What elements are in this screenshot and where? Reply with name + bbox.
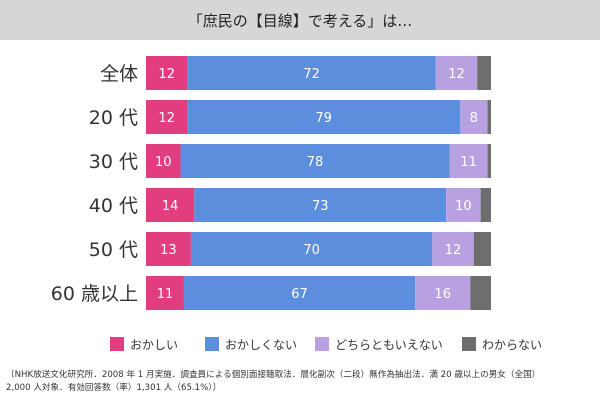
- bar-value-label: 16: [434, 287, 451, 302]
- bar-segment: [487, 144, 491, 178]
- legend-swatch: [462, 337, 476, 351]
- legend-swatch: [110, 337, 124, 351]
- chart-title: 「庶民の【目線】で考える」は…: [187, 11, 413, 30]
- footnote: 〔NHK放送文化研究所．2008 年 1 月実施．調査員による個別面接聴取法．層…: [6, 369, 596, 395]
- bar-segment: [415, 276, 471, 310]
- legend-label: どちらともいえない: [335, 338, 443, 352]
- bar-segment: [477, 56, 491, 90]
- legend-label: わからない: [482, 338, 542, 352]
- bar-value-label: 14: [162, 199, 179, 214]
- legend-label: おかしくない: [225, 338, 297, 352]
- bar-segment: [183, 276, 416, 310]
- bar-segment: [180, 144, 450, 178]
- stacked-bar-chart: 全体 20 代 30 代 40 代 50 代 60 歳以上 12 72 12 12 79 8 10 78…: [51, 56, 542, 352]
- bar-value-label: 10: [455, 199, 472, 214]
- bar-segment: [194, 188, 447, 222]
- bar-segment: [432, 232, 474, 266]
- category-label: 50 代: [89, 239, 138, 261]
- bar-segment: [435, 56, 478, 90]
- legend-swatch: [205, 337, 219, 351]
- footnote-line-1: 〔NHK放送文化研究所．2008 年 1 月実施．調査員による個別面接聴取法．層…: [6, 370, 541, 380]
- bar-value-label: 10: [155, 155, 172, 170]
- bar-value-label: 12: [448, 67, 465, 82]
- bar-segment: [190, 232, 433, 266]
- category-label: 20 代: [89, 107, 138, 129]
- bar-value-label: 72: [303, 67, 320, 82]
- bar-segment: [449, 144, 488, 178]
- footnote-line-2: 2,000 人対象．有効回答数（率）1,301 人（65.1%）〕: [6, 383, 222, 393]
- category-label: 40 代: [89, 195, 138, 217]
- bar-value-labels: 12 72 12 12 79 8 10 78 11 14 73 10 13 70 12 11 67 16: [155, 67, 478, 302]
- category-labels: 全体 20 代 30 代 40 代 50 代 60 歳以上: [51, 63, 138, 305]
- bar-value-label: 11: [460, 155, 477, 170]
- bar-segment: [446, 188, 481, 222]
- bar-value-label: 70: [303, 243, 320, 258]
- bar-segment: [470, 276, 491, 310]
- category-label: 60 歳以上: [51, 283, 138, 305]
- bar-value-label: 12: [158, 67, 175, 82]
- bar-segment: [146, 144, 181, 178]
- title-band: 「庶民の【目線】で考える」は…: [0, 0, 600, 40]
- bar-value-label: 12: [158, 111, 175, 126]
- bar-value-label: 67: [291, 287, 308, 302]
- legend: おかしい おかしくない どちらともいえない わからない: [110, 337, 542, 352]
- bar-segment: [459, 100, 488, 134]
- bars: [146, 56, 491, 310]
- category-label: 30 代: [89, 151, 138, 173]
- bar-value-label: 12: [445, 243, 462, 258]
- bar-value-label: 13: [160, 243, 177, 258]
- bar-value-label: 8: [470, 111, 478, 126]
- bar-value-label: 79: [315, 111, 332, 126]
- bar-value-label: 11: [157, 287, 174, 302]
- bar-segment: [146, 232, 191, 266]
- bar-segment: [146, 276, 184, 310]
- bar-segment: [187, 56, 436, 90]
- category-label: 全体: [100, 63, 138, 85]
- legend-swatch: [315, 337, 329, 351]
- bar-segment: [187, 100, 460, 134]
- bar-segment: [146, 56, 188, 90]
- bar-segment: [146, 100, 188, 134]
- bar-value-label: 78: [307, 155, 324, 170]
- bar-segment: [473, 232, 491, 266]
- bar-segment: [480, 188, 491, 222]
- bar-segment: [487, 100, 491, 134]
- bar-value-label: 73: [312, 199, 329, 214]
- bar-segment: [146, 188, 195, 222]
- legend-label: おかしい: [130, 338, 178, 352]
